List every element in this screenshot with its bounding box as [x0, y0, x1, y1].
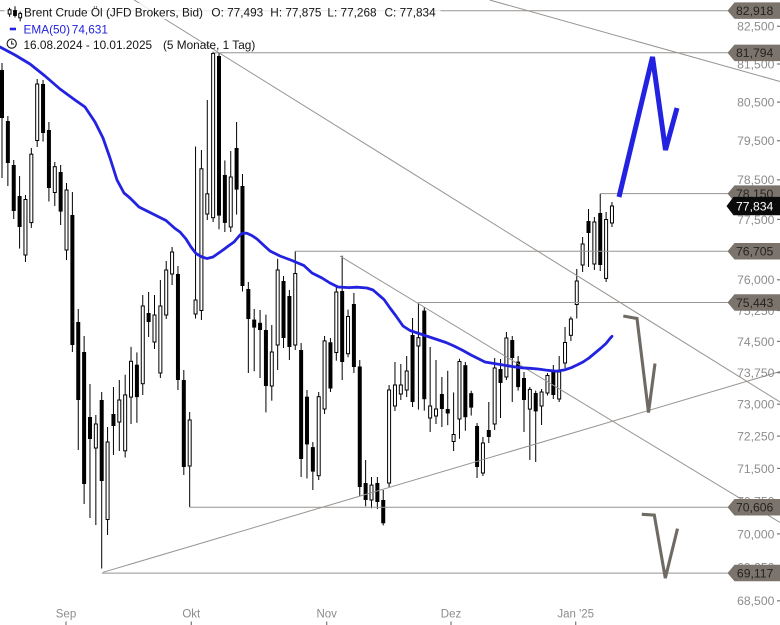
svg-text:81,794: 81,794: [736, 46, 773, 60]
svg-text:71,500: 71,500: [737, 462, 774, 476]
svg-text:74,631: 74,631: [72, 23, 108, 37]
svg-text:78,500: 78,500: [737, 173, 774, 187]
svg-text:79,500: 79,500: [737, 134, 774, 148]
svg-text:70,606: 70,606: [736, 501, 773, 515]
svg-text:70,000: 70,000: [737, 527, 774, 541]
svg-text:(5 Monate, 1 Tag): (5 Monate, 1 Tag): [163, 38, 255, 52]
svg-text:C: 77,834: C: 77,834: [385, 6, 437, 20]
svg-text:H: 77,875: H: 77,875: [270, 6, 322, 20]
svg-text:Dez: Dez: [441, 608, 462, 620]
svg-text:82,918: 82,918: [736, 4, 773, 18]
svg-text:75,443: 75,443: [736, 296, 773, 310]
svg-text:74,500: 74,500: [737, 335, 774, 349]
svg-text:68,500: 68,500: [737, 594, 774, 608]
svg-text:77,834: 77,834: [736, 200, 773, 214]
svg-text:76,000: 76,000: [737, 273, 774, 287]
svg-text:Brent Crude Öl (JFD Brokers, B: Brent Crude Öl (JFD Brokers, Bid): [24, 6, 203, 20]
svg-text:73,750: 73,750: [737, 366, 774, 380]
svg-text:O: 77,493: O: 77,493: [211, 6, 263, 20]
svg-text:L: 77,268: L: 77,268: [327, 6, 377, 20]
svg-text:16.08.2024 - 10.01.2025: 16.08.2024 - 10.01.2025: [24, 38, 153, 52]
svg-text:Okt: Okt: [182, 608, 201, 620]
svg-text:Sep: Sep: [56, 608, 76, 620]
svg-text:Jan '25: Jan '25: [557, 608, 594, 620]
svg-text:76,705: 76,705: [736, 245, 773, 259]
svg-text:73,000: 73,000: [737, 398, 774, 412]
svg-text:EMA(50): EMA(50): [24, 23, 71, 37]
svg-text:72,250: 72,250: [737, 430, 774, 444]
svg-text:69,117: 69,117: [737, 567, 774, 581]
svg-text:77,500: 77,500: [737, 213, 774, 227]
svg-text:Nov: Nov: [316, 608, 337, 620]
svg-text:82,500: 82,500: [737, 20, 774, 34]
svg-text:80,500: 80,500: [737, 96, 774, 110]
